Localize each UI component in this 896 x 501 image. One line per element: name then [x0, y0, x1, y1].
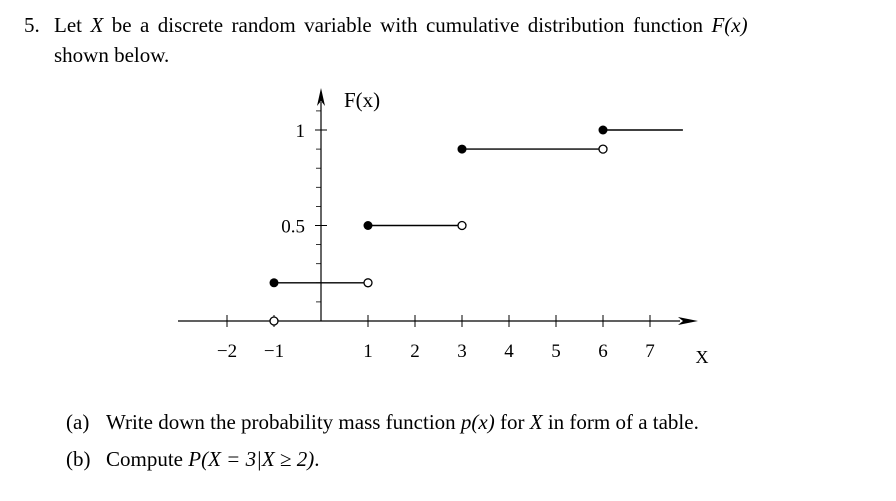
x-tick-label: 3: [457, 341, 467, 362]
x-tick-label: 7: [645, 341, 655, 362]
closed-point: [598, 125, 608, 135]
pmf-symbol: p: [460, 410, 472, 434]
function-f: F: [711, 13, 725, 37]
y-tick-label: 1: [296, 121, 306, 142]
open-point: [457, 220, 467, 231]
pmf-arg: (x): [471, 410, 495, 434]
open-point: [269, 316, 279, 326]
x-axis-arrow: [678, 317, 698, 325]
question-b-label: (b): [66, 447, 91, 471]
intro-text-b: be a discrete random variable with cumul…: [103, 13, 712, 37]
x-tick-label: 1: [363, 341, 373, 362]
axes: [178, 88, 698, 325]
intro-line-2: shown below.: [54, 43, 170, 67]
question-a-text-3: in form of a table.: [542, 410, 699, 434]
question-a-var: X: [529, 410, 543, 434]
x-tick-label: −2: [217, 341, 237, 362]
question-a-text: Write down the probability mass function: [106, 410, 461, 434]
closed-point: [269, 278, 279, 288]
y-tick-label: 0.5: [281, 217, 305, 238]
intro-text-a: Let: [54, 13, 91, 37]
question-a: (a) Write down the probability mass funct…: [66, 410, 699, 435]
open-point: [598, 144, 608, 154]
prob-expression: (X = 3|X ≥ 2): [201, 447, 315, 471]
question-b-period: .: [314, 447, 320, 471]
closed-point: [363, 221, 373, 230]
question-b: (b) Compute P(X = 3|X ≥ 2).: [66, 447, 319, 472]
variable-x: X: [90, 13, 104, 37]
x-tick-label: 4: [504, 341, 514, 362]
x-axis-label: X: [696, 347, 709, 367]
question-b-text: Compute: [106, 447, 189, 471]
problem-statement: 5. Let X be a discrete random variable wi…: [24, 10, 886, 70]
open-point: [363, 278, 373, 288]
question-a-label: (a): [66, 410, 90, 434]
y-axis-label: F(x): [344, 88, 380, 112]
problem-number: 5.: [24, 13, 40, 37]
prob-symbol: P: [188, 447, 202, 471]
ticks: 0.5 1 −2 −1 1 2 3 4 5 6 7: [217, 110, 655, 362]
y-axis-arrow: [317, 88, 325, 106]
closed-point: [457, 144, 467, 154]
question-a-text-2: for: [494, 410, 530, 434]
x-tick-label: 5: [551, 341, 561, 362]
x-tick-label: 6: [598, 341, 608, 362]
x-tick-label: 2: [410, 341, 420, 362]
step-points: [269, 125, 608, 326]
function-arg: (x): [724, 13, 748, 37]
x-tick-label: −1: [264, 341, 284, 362]
step-segments: [274, 129, 683, 284]
